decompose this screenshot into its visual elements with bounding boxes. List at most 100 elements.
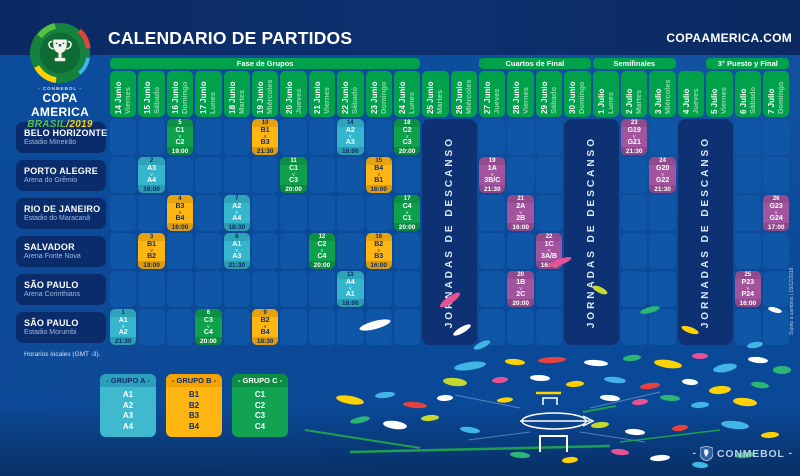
empty-cell	[621, 233, 648, 269]
rest-period-label: JORNADAS DE DESCANSO	[586, 135, 598, 329]
kickoff-time: 20:00	[280, 184, 307, 193]
logo-edition-label: BRASIL/2019	[14, 119, 106, 130]
match-number: 26	[762, 195, 790, 203]
away-team: P24	[741, 291, 755, 298]
match-number: 16	[365, 233, 392, 241]
date-header: 29 Junio Sábado	[535, 71, 563, 117]
venue-city: SALVADOR	[24, 242, 75, 252]
kickoff-time: 20:00	[393, 222, 421, 231]
date-label: 14 Junio Viernes	[114, 75, 132, 114]
empty-cell	[507, 157, 534, 193]
empty-cell	[337, 195, 364, 231]
empty-cell	[393, 233, 421, 269]
date-day: 21 Junio	[312, 81, 322, 114]
home-team: A3	[147, 165, 157, 172]
empty-cell	[535, 195, 563, 231]
empty-cell	[734, 233, 761, 269]
match-cell: 21 2A v 2B 16:00	[507, 195, 534, 231]
match-teams: B2 v B3	[366, 241, 392, 261]
date-weekday: Lunes	[407, 91, 417, 114]
conmebol-shield-icon	[700, 446, 713, 461]
date-weekday: Martes	[435, 89, 445, 114]
match-teams: G19 v G21	[621, 127, 647, 147]
empty-cell	[734, 309, 761, 345]
date-label: 16 Junio Domingo	[171, 75, 189, 115]
legend-team: B3	[188, 411, 200, 420]
legend-group: - GRUPO C - C1 C2 C3 C4	[232, 374, 288, 437]
empty-cell	[762, 157, 790, 193]
legend-teams: A1 A2 A3 A4	[100, 387, 156, 437]
versus-separator: v	[661, 171, 664, 178]
date-weekday: Viernes	[719, 87, 729, 114]
match-number: 19	[479, 157, 506, 165]
empty-cell	[308, 271, 336, 307]
rest-period-bar: JORNADAS DE DESCANSO	[422, 119, 478, 345]
venue-box: RIO DE JANEIRO Estadio do Maracanã	[16, 197, 106, 229]
kickoff-time: 20:00	[308, 260, 336, 269]
away-team: A3	[232, 253, 242, 260]
match-number: 4	[166, 195, 194, 203]
away-team: 3A/B	[541, 253, 558, 260]
match-number: 10	[251, 119, 279, 127]
date-weekday: Domingo	[776, 81, 786, 115]
legend-group: - GRUPO A - A1 A2 A3 A4	[100, 374, 156, 437]
empty-cell	[166, 157, 194, 193]
date-header: 3 Julio Miércoles	[649, 71, 676, 117]
versus-separator: v	[320, 247, 324, 254]
match-teams: P23 v P24	[735, 279, 761, 299]
away-team: A4	[147, 177, 157, 184]
date-label: 23 Junio Domingo	[370, 75, 388, 115]
empty-cell	[166, 309, 194, 345]
match-number: 1	[110, 309, 137, 317]
versus-separator: v	[519, 209, 522, 216]
match-number: 11	[280, 157, 307, 165]
match-cell: 8 A1 v A3 21:30	[223, 233, 250, 269]
kickoff-time: 21:30	[621, 146, 648, 155]
date-weekday: Viernes	[123, 87, 133, 114]
home-team: C3	[203, 317, 213, 324]
kickoff-time: 16:00	[734, 298, 761, 307]
home-team: B1	[260, 127, 270, 134]
home-team: 1C	[544, 241, 554, 248]
away-team: A3	[345, 139, 355, 146]
date-weekday: Domingo	[577, 81, 587, 115]
kickoff-time: 16:00	[138, 184, 165, 193]
kickoff-time: 21:30	[649, 184, 676, 193]
date-day: 22 Junio	[341, 81, 351, 114]
date-weekday: Sábado	[350, 86, 360, 114]
date-weekday: Viernes	[520, 87, 530, 114]
page-title: CALENDARIO DE PARTIDOS	[108, 28, 353, 48]
phase-bar: Fase de Grupos	[110, 58, 421, 69]
kickoff-time: 21:30	[110, 336, 137, 345]
home-team: B3	[175, 203, 185, 210]
kickoff-time: 21:30	[479, 184, 506, 193]
date-day: 18 Junio	[227, 81, 237, 114]
empty-cell	[365, 309, 392, 345]
date-label: 30 Junio Domingo	[568, 75, 587, 115]
kickoff-time: 16:00	[365, 184, 392, 193]
match-number: 22	[535, 233, 563, 241]
versus-separator: v	[349, 133, 352, 140]
versus-separator: v	[292, 171, 295, 178]
versus-separator: v	[632, 133, 636, 140]
date-day: 15 Junio	[142, 81, 152, 114]
match-cell: 26 G23 v G24 17:00	[762, 195, 790, 231]
date-header: 7 Julio Domingo	[762, 71, 790, 117]
phase-bar: Semifinales	[592, 58, 676, 69]
empty-cell	[308, 309, 336, 345]
versus-separator: v	[178, 209, 182, 216]
date-header: 2 Julio Martes	[621, 71, 648, 117]
empty-cell	[365, 271, 392, 307]
home-team: B2	[374, 241, 384, 248]
date-header: 5 Julio Viernes	[706, 71, 733, 117]
versus-separator: v	[377, 247, 380, 254]
home-team: C1	[175, 127, 185, 134]
away-team: G24	[769, 215, 783, 222]
disclaimer-note: Sujeto a cambios | 18/12/2018.	[789, 266, 795, 335]
venue-stadium: Estadio do Maracanã	[24, 215, 91, 222]
empty-cell	[195, 233, 222, 269]
home-team: A2	[345, 127, 355, 134]
match-teams: 1B v 2C	[507, 279, 533, 299]
empty-cell	[393, 309, 421, 345]
date-header: 1 Julio Lunes	[592, 71, 620, 117]
